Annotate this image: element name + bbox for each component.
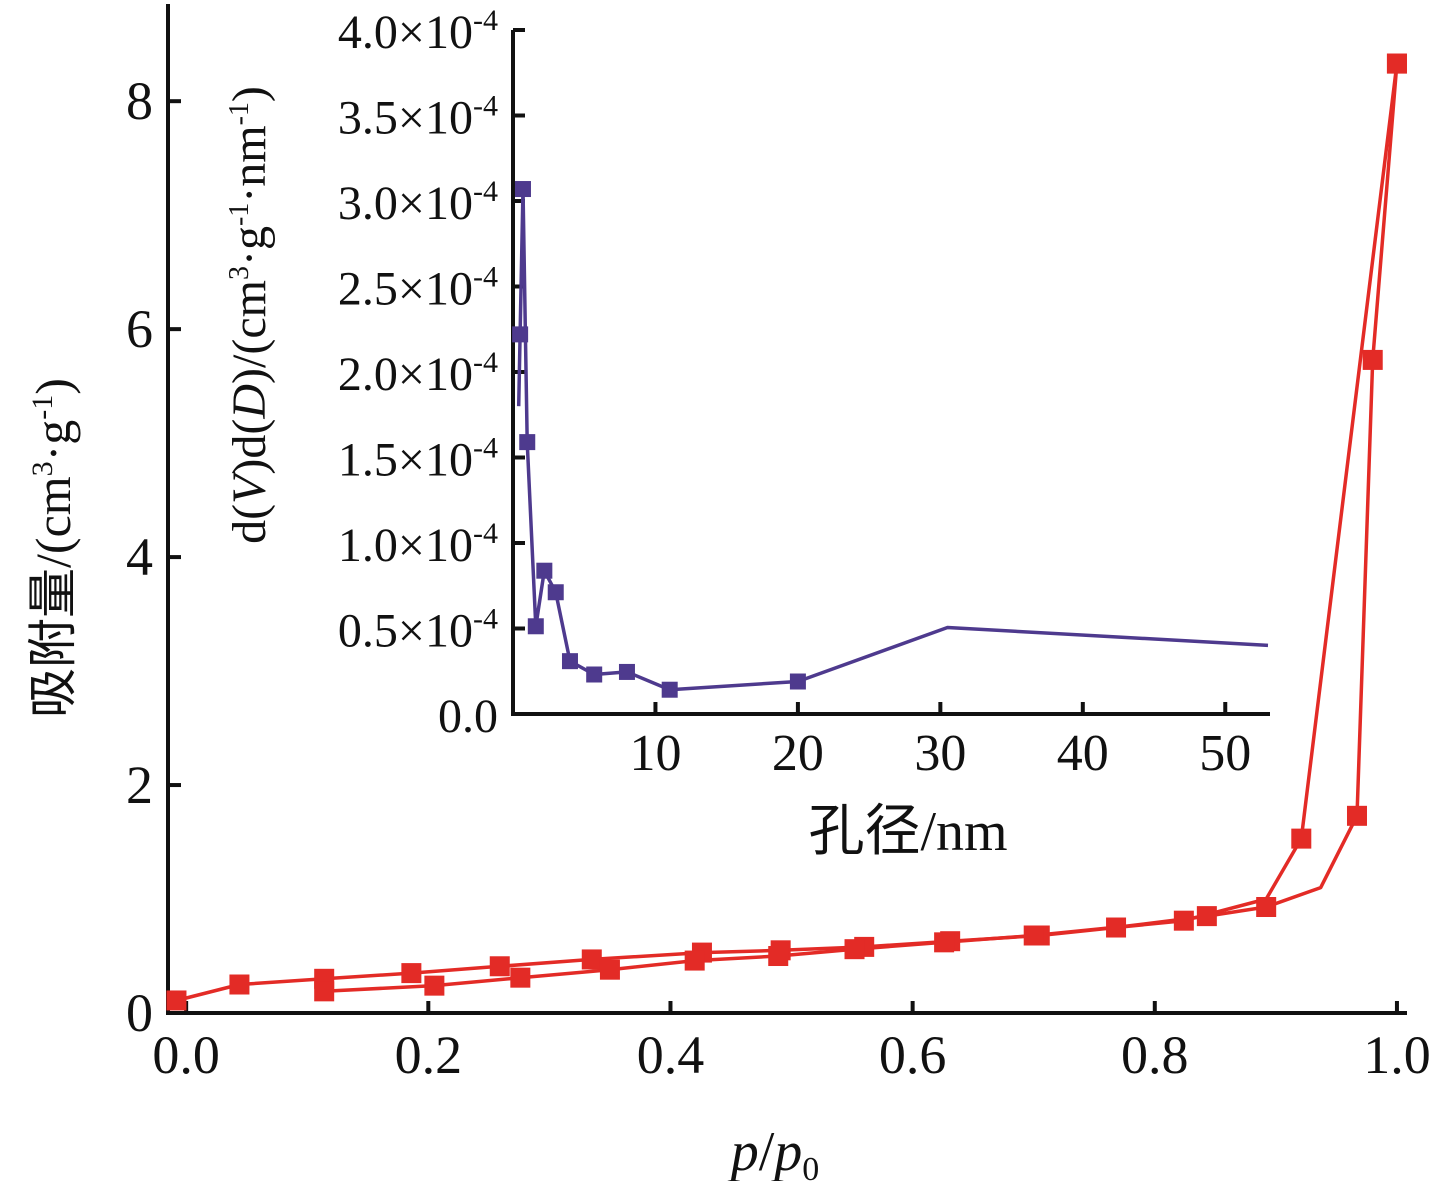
main-data-point: [401, 963, 422, 984]
inset-y-tick-label: 0.5×10-4: [338, 603, 498, 658]
main-data-point: [934, 932, 955, 953]
main-data-point: [1386, 53, 1407, 74]
main-ticks: 0.0 0.2 0.4 0.6 0.8 1.0 0 2 4 6 8: [126, 71, 1431, 1085]
main-y-tick-label: 6: [126, 299, 153, 359]
main-data-point: [1106, 917, 1127, 938]
inset-data-point: [512, 326, 529, 343]
main-x-axis-label: p/p0: [727, 1121, 820, 1181]
inset-data-point: [789, 673, 806, 690]
main-data-point: [166, 990, 187, 1011]
main-data-point: [1291, 828, 1312, 849]
inset-data-point: [586, 666, 603, 683]
main-data-point: [581, 949, 602, 970]
main-data-point: [1256, 897, 1277, 918]
inset-series-line: [516, 187, 1269, 692]
inset-data-point: [536, 562, 553, 579]
main-series: [176, 63, 1399, 1003]
main-y-axis-label: 吸附量/(cm3·g-1): [25, 378, 81, 718]
main-data-point: [229, 974, 250, 995]
inset-data-point: [561, 653, 578, 670]
main-data-point: [844, 939, 865, 960]
inset-data-point: [527, 618, 544, 635]
main-x-tick-label: 0.4: [637, 1025, 705, 1085]
main-series-line: [324, 63, 1399, 994]
main-data-point: [1023, 925, 1044, 946]
main-y-tick-label: 8: [126, 71, 153, 131]
inset-x-tick-label: 50: [1199, 725, 1251, 782]
inset-x-axis-label: 孔径/nm: [808, 801, 1007, 863]
main-y-tick-label: 4: [126, 527, 153, 587]
inset-x-tick-label: 10: [629, 725, 681, 782]
main-data-point: [1362, 349, 1383, 370]
main-y-tick-label: 0: [126, 983, 153, 1043]
inset-data-point: [661, 681, 678, 698]
inset-y-tick-label: 3.5×10-4: [338, 90, 498, 145]
main-x-tick-label: 0.8: [1121, 1025, 1189, 1085]
main-data-point: [599, 959, 620, 980]
main-data-point: [684, 950, 705, 971]
main-y-tick-label: 2: [126, 755, 153, 815]
main-markers: [166, 53, 1407, 1011]
main-data-point: [510, 967, 531, 988]
inset-y-tick-label: 3.0×10-4: [338, 175, 498, 230]
main-x-tick-label: 1.0: [1363, 1025, 1431, 1085]
main-data-point: [314, 981, 335, 1002]
main-x-tick-label: 0.2: [395, 1025, 463, 1085]
inset-ticks: 10 20 30 40 50 0.0 0.5×10-4 1.0×10-4 1.5×10-4 2.0…: [338, 4, 1251, 782]
inset-y-tick-label: 2.0×10-4: [338, 346, 498, 401]
main-data-point: [424, 975, 445, 996]
inset-series: [516, 187, 1269, 692]
main-data-point: [1196, 906, 1217, 927]
main-x-tick-label: 0.0: [152, 1025, 220, 1085]
inset-plot: 10 20 30 40 50 0.0 0.5×10-4 1.0×10-4 1.5×10-4 2.0…: [223, 4, 1270, 863]
main-x-tick-label: 0.6: [879, 1025, 947, 1085]
inset-y-tick-label: 1.5×10-4: [338, 432, 498, 487]
inset-markers: [512, 181, 806, 698]
inset-y-tick-label: 0.0: [438, 690, 498, 743]
inset-data-point: [514, 181, 531, 198]
inset-data-point: [547, 584, 564, 601]
main-data-point: [1346, 805, 1367, 826]
inset-y-tick-label: 1.0×10-4: [338, 517, 498, 572]
main-series-line: [176, 63, 1399, 1003]
inset-y-axis-label: d(V)d(D)/(cm3·g-1·nm-1): [223, 86, 276, 544]
inset-y-tick-label: 4.0×10-4: [338, 4, 498, 59]
inset-data-point: [618, 663, 635, 680]
inset-data-point: [519, 434, 536, 451]
inset-x-tick-label: 20: [772, 725, 824, 782]
inset-y-tick-label: 2.5×10-4: [338, 261, 498, 316]
main-data-point: [489, 956, 510, 977]
inset-x-tick-label: 40: [1057, 725, 1109, 782]
main-plot: 0.0 0.2 0.4 0.6 0.8 1.0 0 2 4 6 8 p/p0 吸附量/(cm3·g-…: [25, 4, 1431, 1181]
inset-x-tick-label: 30: [914, 725, 966, 782]
main-data-point: [1173, 910, 1194, 931]
main-data-point: [768, 946, 789, 967]
